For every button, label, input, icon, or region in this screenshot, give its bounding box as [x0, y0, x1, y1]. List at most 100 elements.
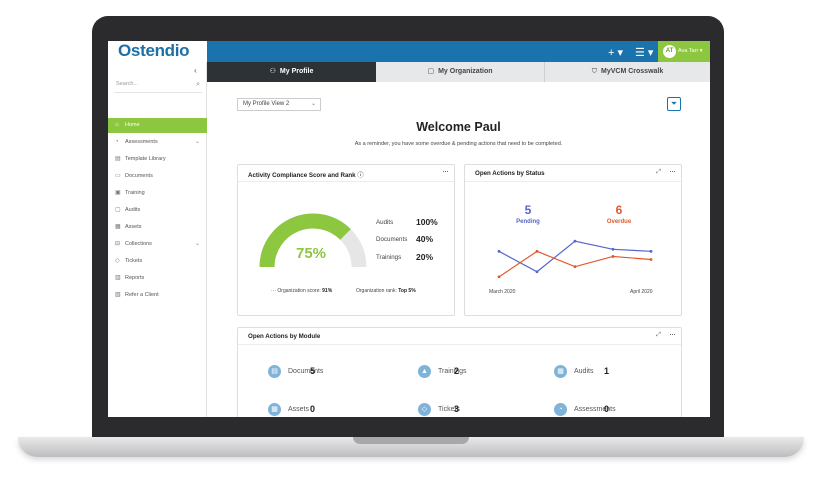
refer-icon: ▧ [115, 292, 121, 298]
avatar: AT [663, 45, 676, 58]
page-title: Welcome Paul [416, 120, 501, 134]
assets-icon: ▦ [268, 403, 281, 416]
sidebar-item-template-library[interactable]: ▤ Template Library [108, 152, 207, 167]
top-bar: Ostendio + ▾ ☰ ▾ AT Ava Tarr ▾ [108, 41, 710, 62]
module-count: 5 [310, 366, 316, 376]
expand-icon[interactable]: ⤢ [656, 169, 661, 175]
filter-button[interactable]: ⏷ [667, 97, 681, 111]
module-count: 0 [604, 404, 610, 414]
assessment-icon: ◔ [554, 403, 567, 416]
sidebar-item-home[interactable]: ⌂ Home [108, 118, 207, 133]
module-label: Trainings [438, 368, 467, 375]
more-options-icon[interactable]: ··· [442, 166, 449, 176]
sidebar-search-input[interactable]: Search... ⌕ [114, 81, 202, 93]
documents-value: 40% [416, 234, 434, 244]
data-point-pending-4 [649, 249, 653, 253]
tab-myvcm-crosswalk[interactable]: ⛉ MyVCM Crosswalk [545, 62, 710, 82]
module-label: Assets [288, 406, 310, 413]
sidebar-item-training[interactable]: ▣ Training [108, 186, 207, 201]
sidebar-item-label: Documents [125, 173, 153, 179]
laptop-base [18, 437, 804, 457]
tab-label: My Profile [279, 68, 314, 75]
sidebar-item-label: Tickets [125, 258, 143, 264]
more-options-icon[interactable]: ··· [669, 329, 676, 339]
org-icon: ▢ [427, 68, 435, 75]
module-audits[interactable]: ▦ Audits 1 [554, 365, 674, 379]
module-label: Assessments [574, 406, 616, 413]
tab-my-organization[interactable]: ▢ My Organization [376, 62, 545, 82]
graduation-cap-icon: ▲ [418, 365, 431, 378]
assets-icon: ▦ [115, 224, 121, 230]
org-score: ··· Organization score: 91% [271, 288, 333, 294]
module-count: 1 [604, 366, 610, 376]
data-point-pending-0 [497, 249, 501, 253]
add-menu-icon[interactable]: + ▾ [608, 46, 624, 59]
brand-logo[interactable]: Ostendio [108, 41, 207, 62]
home-icon: ⌂ [115, 122, 119, 128]
module-actions-card: Open Actions by Module ⤢ ··· ▤ Documents 5… [237, 327, 682, 417]
sidebar-item-assessments[interactable]: ◔ Assessments ⌄ [108, 135, 207, 150]
module-trainings[interactable]: ▲ Trainings 2 [418, 365, 538, 379]
status-line-chart [497, 239, 653, 279]
library-icon: ▤ [115, 156, 121, 162]
shield-icon: ⛉ [591, 68, 597, 75]
ticket-icon: ◇ [115, 258, 120, 264]
collapse-sidebar-icon[interactable]: ‹ [194, 66, 197, 75]
tab-my-profile[interactable]: ⚇ My Profile [207, 62, 376, 82]
sidebar-item-collections[interactable]: ⊟ Collections ⌄ [108, 237, 207, 252]
card-title: Activity Compliance Score and Rank ⓘ [248, 172, 364, 179]
data-point-pending-1 [535, 270, 539, 274]
trainings-value: 20% [416, 252, 434, 262]
module-label: Documents [288, 368, 324, 375]
card-title: Open Actions by Module [248, 333, 321, 340]
sidebar-item-tickets[interactable]: ◇ Tickets [108, 254, 207, 269]
training-icon: ▣ [115, 190, 121, 196]
laptop-notch [353, 437, 469, 444]
sidebar-item-refer-a-client[interactable]: ▧ Refer a Client [108, 288, 207, 303]
info-icon: ⓘ [357, 172, 364, 179]
collections-icon: ⊟ [115, 241, 121, 247]
sidebar-item-label: Training [125, 190, 145, 196]
expand-icon[interactable]: ⤢ [656, 332, 661, 338]
sidebar-item-label: Reports [125, 275, 145, 281]
user-name: Ava Tarr ▾ [678, 48, 703, 54]
pending-count: 5 [524, 203, 532, 217]
more-options-icon[interactable]: ··· [669, 166, 676, 176]
module-label: Tickets [438, 406, 460, 413]
x-axis-end: April 2020 [630, 289, 653, 295]
module-label: Audits [574, 368, 594, 375]
compliance-score-card: Activity Compliance Score and Rank ⓘ ···… [237, 164, 455, 316]
sidebar-item-documents[interactable]: ▭ Documents [108, 169, 207, 184]
filter-icon: ⏷ [670, 99, 678, 108]
x-axis-start: March 2020 [489, 289, 516, 295]
profile-view-select[interactable]: My Profile View 2 ⌄ [237, 98, 321, 111]
module-documents[interactable]: ▤ Documents 5 [268, 365, 388, 379]
assessment-icon: ◔ [115, 139, 119, 145]
document-icon: ▭ [115, 173, 121, 179]
user-menu[interactable]: AT Ava Tarr ▾ [658, 41, 710, 62]
data-point-overdue-1 [535, 249, 539, 253]
sidebar-item-assets[interactable]: ▦ Assets [108, 220, 207, 235]
documents-label: Documents [376, 236, 408, 243]
search-placeholder: Search... [116, 81, 139, 87]
top-actions: + ▾ ☰ ▾ [608, 45, 653, 59]
sidebar-item-label: Refer a Client [125, 292, 159, 298]
sidebar-item-label: Home [125, 122, 140, 128]
data-point-pending-2 [573, 239, 577, 243]
documents-icon: ▤ [268, 365, 281, 378]
sidebar-item-label: Collections [125, 241, 152, 247]
module-assessments[interactable]: ◔ Assessments 0 [554, 403, 674, 417]
sidebar-item-label: Assessments [125, 139, 158, 145]
audit-icon: ▢ [115, 207, 121, 213]
module-tickets[interactable]: ◇ Tickets 3 [418, 403, 538, 417]
audits-value: 100% [416, 217, 438, 227]
sidebar-item-reports[interactable]: ▥ Reports [108, 271, 207, 286]
module-count: 2 [454, 366, 460, 376]
main-menu-icon[interactable]: ☰ ▾ [635, 46, 654, 59]
module-assets[interactable]: ▦ Assets 0 [268, 403, 388, 417]
sidebar-item-audits[interactable]: ▢ Audits [108, 203, 207, 218]
search-icon: ⌕ [196, 81, 200, 88]
score-value: 75% [296, 245, 327, 262]
tab-label: MyVCM Crosswalk [601, 68, 664, 75]
overdue-count: 6 [615, 203, 623, 217]
